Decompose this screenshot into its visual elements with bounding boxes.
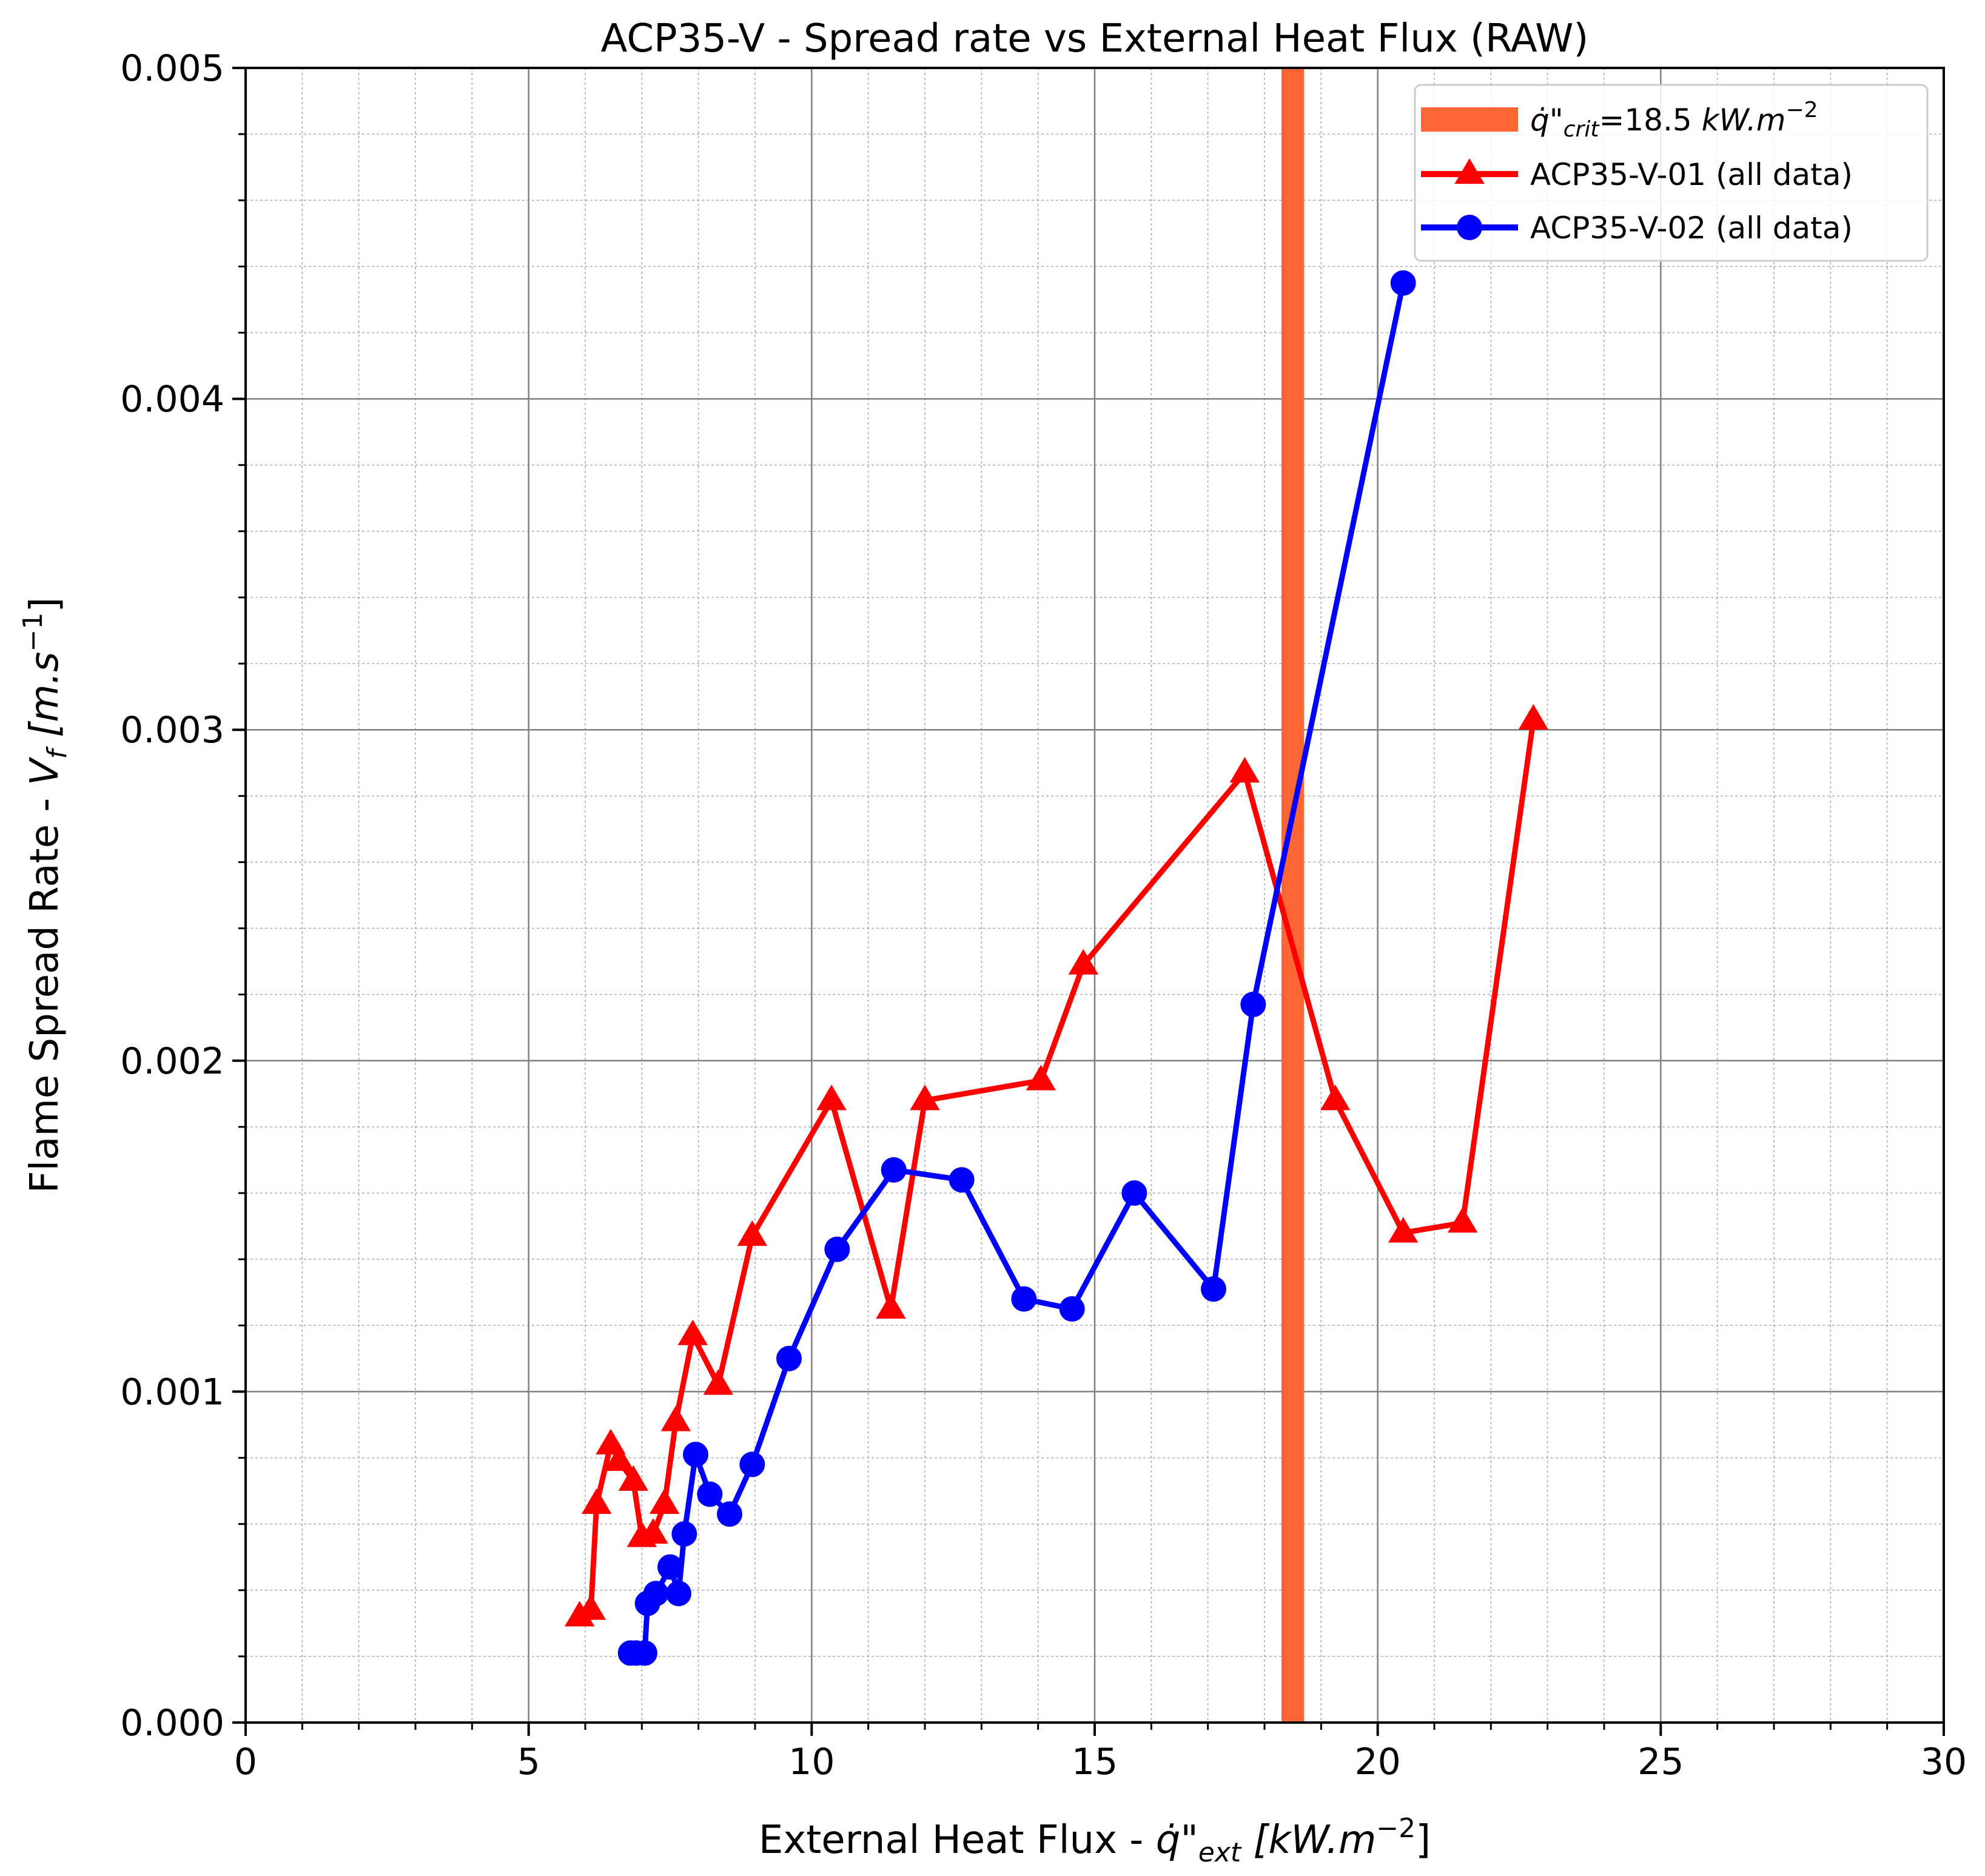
x-axis-label: External Heat Flux - q̇"ext [kW.m−2] (759, 1813, 1431, 1868)
x-axis-label-exponent: −2 (1376, 1813, 1416, 1844)
x-axis-label-unit: [kW.m (1241, 1818, 1376, 1863)
y-tick-label: 0.002 (120, 1040, 224, 1083)
y-axis-label-unit: [m.s (22, 652, 67, 750)
series-1-point (1518, 704, 1549, 730)
series-1-point (1447, 1207, 1478, 1233)
series-1-point (576, 1594, 606, 1620)
legend-label-series-1: ACP35-V-01 (all data) (1530, 157, 1853, 192)
series-2-point (671, 1521, 697, 1547)
x-axis-label-subscript: ext (1198, 1837, 1242, 1868)
series-2-point (824, 1236, 850, 1262)
series-2-point (683, 1442, 708, 1468)
axis-ticks (232, 67, 1945, 1736)
legend-crit-symbol: q̇" (1530, 103, 1563, 138)
y-tick-label: 0.005 (120, 47, 224, 90)
legend: q̇"crit=18.5 kW.m−2 ACP35-V-01 (all data… (1414, 84, 1929, 262)
y-axis-label-symbol: V (22, 756, 67, 785)
series-1 (564, 704, 1549, 1627)
series-1-point (737, 1220, 768, 1246)
series-1-point (910, 1084, 940, 1111)
x-tick-label: 30 (1921, 1741, 1967, 1783)
legend-crit-subscript: crit (1563, 117, 1600, 142)
series-2-point (776, 1345, 802, 1371)
x-tick-label: 5 (517, 1741, 540, 1783)
series-2-point (1240, 992, 1266, 1018)
legend-marker-series-2 (1457, 215, 1482, 240)
series-1-point (1068, 949, 1099, 975)
legend-label-series-2: ACP35-V-02 (all data) (1530, 210, 1853, 246)
x-tick-label: 25 (1637, 1741, 1684, 1783)
series-2-point (1121, 1180, 1147, 1206)
series-2-point (643, 1581, 669, 1607)
chart-title: ACP35-V - Spread rate vs External Heat F… (601, 16, 1589, 61)
x-tick-label: 10 (788, 1741, 835, 1783)
series-2-point (881, 1157, 907, 1183)
legend-label-critical-band: q̇"crit=18.5 kW.m−2 (1530, 98, 1818, 142)
y-tick-label: 0.004 (120, 378, 224, 421)
series-2-point (949, 1167, 975, 1193)
legend-frame (1414, 84, 1929, 262)
legend-swatch-critical-band (1421, 107, 1518, 132)
series-2-point (1390, 270, 1416, 296)
x-tick-label: 0 (234, 1741, 257, 1783)
series-2-point (697, 1481, 723, 1507)
series-1-point (660, 1405, 691, 1431)
series-2-point (1059, 1296, 1085, 1322)
x-axis-label-main: External Heat Flux - (759, 1818, 1156, 1863)
y-tick-label: 0.000 (120, 1702, 224, 1744)
y-axis-label-main: Flame Spread Rate - (22, 785, 67, 1193)
series-2-point (666, 1581, 691, 1607)
series-1-point (638, 1518, 668, 1544)
legend-crit-unit: kW.m (1702, 103, 1786, 138)
y-axis-label: Flame Spread Rate - Vf [m.s−1] (18, 597, 73, 1194)
axis-tick-labels: 0 5 10 15 20 25 30 0.000 0.001 0.002 0.003 0.004 0.0… (120, 47, 1967, 1783)
series-2-point (1201, 1276, 1226, 1302)
series-1-point (703, 1369, 734, 1395)
series-2-point (657, 1554, 683, 1580)
series-1-point (581, 1488, 612, 1515)
series-1-point (816, 1084, 847, 1111)
series-1-point (1388, 1217, 1419, 1243)
x-tick-label: 15 (1072, 1741, 1118, 1783)
x-axis-label-close: ] (1416, 1818, 1431, 1863)
series-layer (564, 270, 1549, 1666)
y-axis-label-close: ] (22, 597, 67, 613)
x-axis-label-symbol: q̇" (1156, 1818, 1198, 1863)
series-2 (617, 270, 1416, 1666)
legend-marker-series-1 (1454, 158, 1485, 184)
legend-crit-exponent: −2 (1786, 98, 1818, 123)
series-1-point (1320, 1084, 1351, 1111)
legend-entry-series-1: ACP35-V-01 (all data) (1421, 157, 1853, 192)
series-1-point (1229, 757, 1260, 783)
y-axis-label-exponent: −1 (18, 613, 49, 652)
series-1-point (649, 1488, 680, 1515)
series-2-point (717, 1501, 742, 1527)
series-1-point (604, 1445, 634, 1471)
series-1-point (677, 1319, 708, 1345)
series-1-point (1026, 1064, 1056, 1091)
series-2-point (1011, 1286, 1037, 1312)
legend-crit-value: =18.5 (1599, 103, 1701, 138)
legend-entry-series-2: ACP35-V-02 (all data) (1421, 210, 1853, 246)
critical-flux-band (1281, 68, 1305, 1723)
series-2-point (739, 1451, 765, 1478)
y-tick-label: 0.003 (120, 709, 224, 751)
series-2-point (632, 1640, 657, 1666)
y-tick-label: 0.001 (120, 1371, 224, 1413)
series-1-point (618, 1465, 649, 1491)
x-tick-label: 20 (1354, 1741, 1400, 1783)
series-1-point (876, 1293, 906, 1319)
